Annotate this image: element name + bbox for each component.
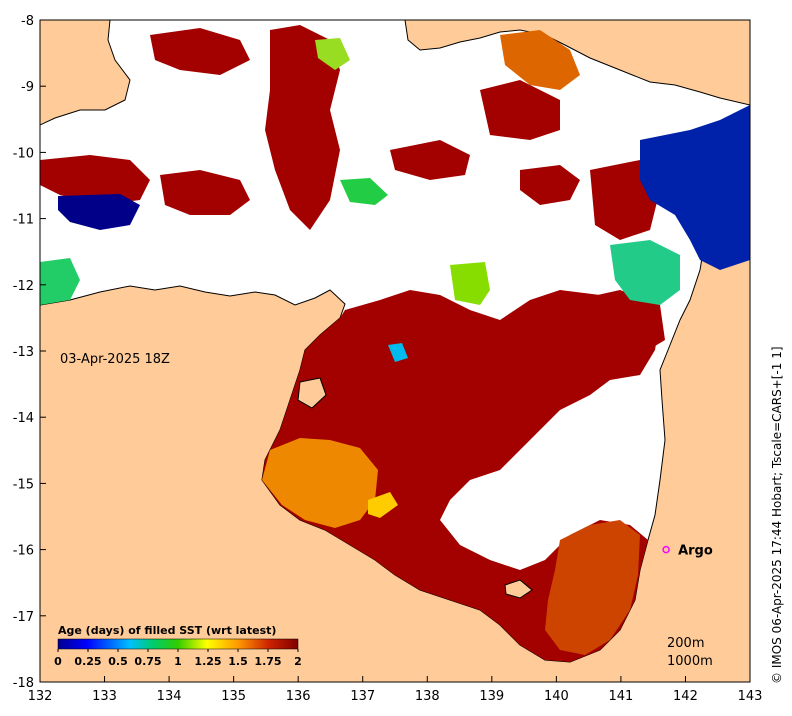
land-mornington-island [504,579,533,599]
credit-label: © IMOS 06-Apr-2025 17:44 Hobart; Tscale=… [770,346,784,684]
lat-tick-label: -13 [13,345,34,360]
argo-float-marker [662,545,670,554]
sst-southeast-orange [545,520,640,655]
legend-title: Age (days) of filled SST (wrt latest) [58,624,276,637]
lon-tick-label: 135 [221,689,246,704]
lat-tick-label: -14 [13,411,34,426]
lon-tick-label: 140 [544,689,569,704]
sst-green-mid [340,178,388,205]
legend-tick-label: 0.5 [108,655,128,668]
sst-blue-east [640,105,750,270]
sst-north-red-3 [40,155,150,205]
land-groote-island [297,377,327,409]
lon-tick-label: 138 [415,689,440,704]
lat-tick-label: -18 [13,676,34,691]
lon-tick-label: 136 [286,689,311,704]
contour-1000m-label: 1000m [667,654,713,669]
sst-north-red-1 [265,25,340,230]
lat-tick-label: -16 [13,544,34,559]
lon-tick-label: 143 [738,689,763,704]
sst-north-red-2 [150,28,250,75]
lon-axis: 132 133 134 135 136 137 138 139 140 141 142 143 [28,676,763,704]
land-new-guinea [404,20,750,106]
lat-tick-label: -10 [13,146,34,161]
sst-north-red-5 [480,80,560,140]
sst-green-west [40,258,80,305]
lat-tick-label: -12 [13,279,34,294]
legend-ticks: 0 0.25 0.5 0.75 1 1.25 1.5 1.75 2 [54,649,302,668]
legend-tick-label: 0.75 [134,655,161,668]
sst-green-east [610,240,680,305]
lon-tick-label: 139 [479,689,504,704]
sst-cyan-patch [388,343,408,362]
lat-axis: -8 -9 -10 -11 -12 -13 -14 -15 -16 -17 -18 [13,14,46,691]
legend-tick-label: 1 [174,655,182,668]
sst-ng-orange [500,30,580,90]
legend-tick-label: 1.75 [254,655,281,668]
legend-tick-label: 2 [294,655,302,668]
sst-coastal-orange [262,438,378,528]
lat-tick-label: -15 [13,477,34,492]
sst-north-red-6 [390,140,470,180]
sst-yellow-streak [368,492,398,518]
sst-north-red-7 [520,165,580,205]
sst-north-red-8 [575,290,665,355]
lat-tick-label: -8 [21,14,34,29]
legend-tick-label: 1.25 [194,655,221,668]
legend-tick-label: 0 [54,655,62,668]
sst-lime-center [450,262,490,305]
sst-lime-north [315,38,350,70]
legend-tick-label: 0.25 [74,655,101,668]
lon-tick-label: 141 [608,689,633,704]
lat-tick-label: -17 [13,610,34,625]
argo-label: Argo [678,544,713,559]
lon-tick-label: 133 [92,689,117,704]
lon-tick-label: 134 [157,689,182,704]
land-top-end [40,20,131,126]
legend-tick-label: 1.5 [228,655,248,668]
lon-tick-label: 142 [673,689,698,704]
lon-tick-label: 132 [28,689,53,704]
date-label: 03-Apr-2025 18Z [60,352,170,367]
legend-colorbar [57,638,299,650]
lat-tick-label: -11 [13,213,34,228]
sst-blue-west [58,194,140,230]
sst-north-red-4 [160,170,250,215]
contour-200m-label: 200m [667,636,704,651]
lat-tick-label: -9 [21,80,34,95]
lon-tick-label: 137 [350,689,375,704]
